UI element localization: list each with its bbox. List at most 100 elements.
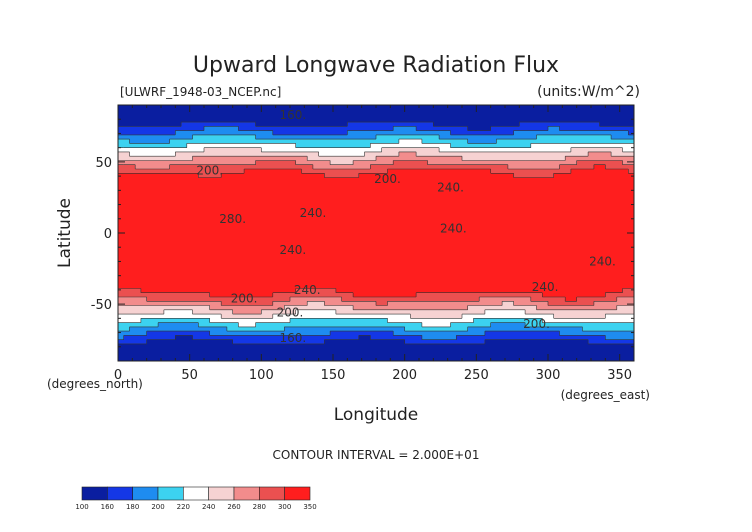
field-cell <box>616 297 634 302</box>
field-cell <box>192 134 257 140</box>
x-axis: 0 50 100 150 200 250 300 350 <box>114 105 635 383</box>
field-cell <box>118 173 199 179</box>
field-cell <box>335 309 486 315</box>
field-cell <box>490 322 526 328</box>
field-cell <box>118 130 176 136</box>
field-cell <box>358 173 515 179</box>
field-cell <box>118 113 634 119</box>
field-cell <box>118 194 634 200</box>
field-cell <box>370 335 423 341</box>
field-cell <box>593 164 606 170</box>
field-cell <box>221 173 325 179</box>
field-cell <box>484 309 526 315</box>
field-cell <box>467 139 497 144</box>
field-cell <box>381 147 440 153</box>
field-cell <box>335 288 624 294</box>
field-cell <box>118 284 634 290</box>
field-cell <box>118 297 148 302</box>
field-cell <box>605 164 634 170</box>
x-tick-label: 300 <box>536 368 561 383</box>
field-cell <box>427 160 578 166</box>
field-cell <box>376 134 440 140</box>
field-cell <box>118 190 634 196</box>
field-cell <box>272 292 354 298</box>
y-tick-label: -50 <box>91 298 112 313</box>
field-cell <box>467 305 538 311</box>
field-cell <box>387 318 475 324</box>
field-cell <box>284 326 406 332</box>
field-cell <box>525 322 634 328</box>
field-cell <box>255 134 377 140</box>
field-cell <box>118 228 634 234</box>
colorbar-swatch <box>107 486 133 501</box>
contour-label: 160. <box>280 331 307 345</box>
field-cell <box>387 169 492 174</box>
field-cell <box>364 151 400 157</box>
field-cell <box>232 309 262 315</box>
field-cell <box>169 139 400 144</box>
field-cell <box>118 314 222 319</box>
field-cell <box>118 117 634 123</box>
field-cell <box>502 301 515 307</box>
plot-area: 160. 200. 200. 240. 240. 280. 240. 240. 240. 240.… <box>117 104 635 362</box>
field-cell <box>238 126 394 132</box>
field-cell <box>118 156 194 162</box>
field-cell <box>221 314 274 319</box>
field-cell <box>118 224 634 230</box>
field-cell <box>576 297 618 302</box>
field-cell <box>163 309 194 315</box>
field-cell <box>462 314 555 319</box>
field-cell <box>226 326 285 332</box>
field-cell <box>118 250 634 255</box>
colorbar-swatch <box>132 486 159 501</box>
field-cell <box>622 147 634 153</box>
field-cell <box>353 305 469 311</box>
field-cell <box>209 331 331 336</box>
x-tick-label: 350 <box>607 368 632 383</box>
contour-label: 200. <box>196 163 223 177</box>
field-cell <box>118 203 634 208</box>
field-cell <box>118 139 131 144</box>
field-cell <box>198 322 239 328</box>
field-cell <box>295 288 337 294</box>
colorbar-label: 180 <box>126 503 139 511</box>
field-cell <box>479 297 532 302</box>
field-cell <box>622 160 634 166</box>
field-cell <box>295 143 371 149</box>
colorbar-swatch <box>157 486 184 501</box>
field-cell <box>244 169 303 174</box>
contour-label: 240. <box>532 280 559 294</box>
field-cell <box>307 156 377 162</box>
field-cell <box>376 156 463 162</box>
field-cell <box>605 292 634 298</box>
field-cell <box>118 322 159 328</box>
field-cell <box>330 331 394 336</box>
colorbar-swatch <box>284 486 311 501</box>
field-cell <box>525 309 634 315</box>
field-cell <box>398 139 423 144</box>
units-label: (units:W/m^2) <box>537 84 640 100</box>
field-cell <box>530 297 566 302</box>
field-cell <box>496 139 634 144</box>
x-tick-label: 150 <box>321 368 346 383</box>
field-cell <box>209 305 285 311</box>
x-tick-label: 50 <box>181 368 198 383</box>
chart-title: Upward Longwave Radiation Flux <box>193 53 559 78</box>
colorbar-swatch <box>208 486 235 501</box>
field-cell <box>553 314 606 319</box>
contour-label: 240. <box>440 222 467 236</box>
field-cell <box>387 301 503 307</box>
field-cell <box>118 267 634 272</box>
field-cell <box>404 339 486 345</box>
colorbar-label: 100 <box>75 503 88 511</box>
contour-label: 280. <box>219 212 246 226</box>
field-cell <box>312 164 371 170</box>
field-cell <box>118 254 634 260</box>
field-cell <box>611 151 634 157</box>
field-cell <box>536 134 612 140</box>
field-cell <box>118 181 634 187</box>
contour-label: 240. <box>280 243 307 257</box>
field-cell <box>238 322 257 328</box>
field-cell <box>118 215 634 221</box>
field-cell <box>542 292 606 298</box>
